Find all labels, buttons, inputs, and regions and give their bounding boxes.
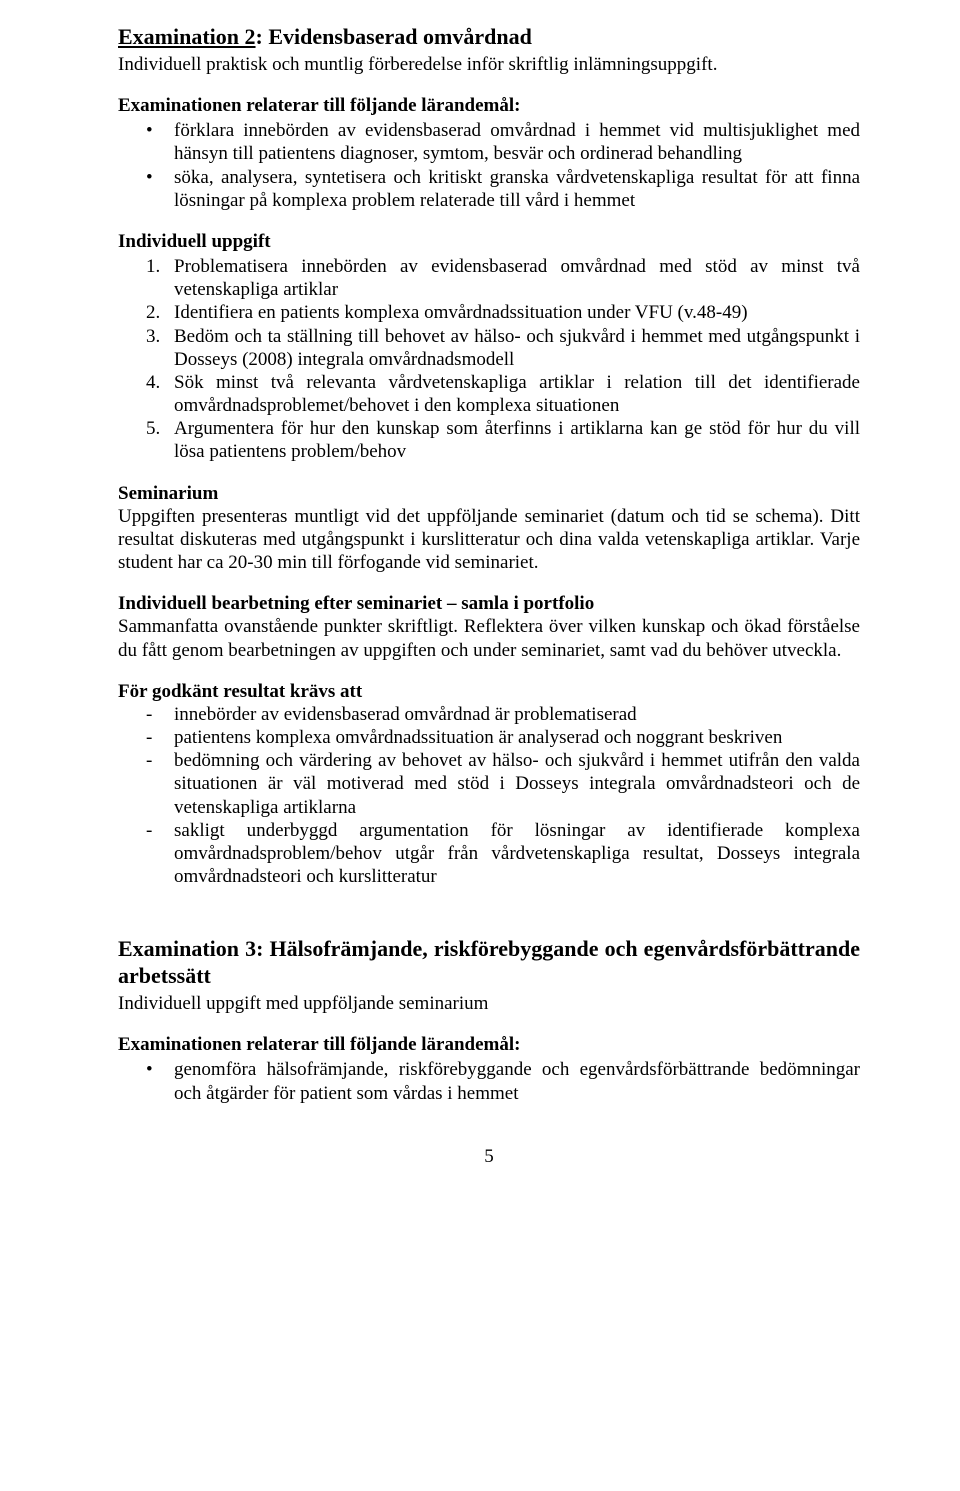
- exam2-larandemal-list: förklara innebörden av evidensbaserad om…: [118, 119, 860, 212]
- exam2-portfolio-label: Individuell bearbetning efter seminariet…: [118, 592, 860, 615]
- exam2-title-prefix: Examination 2: [118, 24, 256, 49]
- list-item: Sök minst två relevanta vårdvetenskaplig…: [146, 371, 860, 417]
- list-item: Argumentera för hur den kunskap som åter…: [146, 417, 860, 463]
- section-gap: [118, 906, 860, 936]
- exam2-uppgift-label: Individuell uppgift: [118, 230, 860, 253]
- exam2-seminarium-label: Seminarium: [118, 482, 860, 505]
- list-item: bedömning och värdering av behovet av hä…: [146, 749, 860, 819]
- exam2-godkant-list: innebörder av evidensbaserad omvårdnad ä…: [118, 703, 860, 888]
- list-item: sakligt underbyggd argumentation för lös…: [146, 819, 860, 889]
- exam3-subtitle: Individuell uppgift med uppföljande semi…: [118, 992, 860, 1015]
- list-item: genomföra hälsofrämjande, riskförebyggan…: [146, 1058, 860, 1104]
- exam3-title: Examination 3: Hälsofrämjande, riskföreb…: [118, 936, 860, 990]
- exam2-portfolio-text: Sammanfatta ovanstående punkter skriftli…: [118, 615, 860, 661]
- list-item: Bedöm och ta ställning till behovet av h…: [146, 325, 860, 371]
- exam2-godkant-label: För godkänt resultat krävs att: [118, 680, 860, 703]
- exam3-larandemal-list: genomföra hälsofrämjande, riskförebyggan…: [118, 1058, 860, 1104]
- list-item: Identifiera en patients komplexa omvårdn…: [146, 301, 860, 324]
- page-number: 5: [118, 1145, 860, 1168]
- exam3-larandemal-label: Examinationen relaterar till följande lä…: [118, 1033, 860, 1056]
- exam2-title-rest: : Evidensbaserad omvårdnad: [256, 24, 532, 49]
- list-item: patientens komplexa omvårdnadssituation …: [146, 726, 860, 749]
- list-item: söka, analysera, syntetisera och kritisk…: [146, 166, 860, 212]
- exam2-uppgift-list: Problematisera innebörden av evidensbase…: [118, 255, 860, 464]
- exam2-subtitle: Individuell praktisk och muntlig förbere…: [118, 53, 860, 76]
- list-item: förklara innebörden av evidensbaserad om…: [146, 119, 860, 165]
- exam2-larandemal-label: Examinationen relaterar till följande lä…: [118, 94, 860, 117]
- list-item: Problematisera innebörden av evidensbase…: [146, 255, 860, 301]
- exam2-seminarium-text: Uppgiften presenteras muntligt vid det u…: [118, 505, 860, 575]
- exam2-title: Examination 2: Evidensbaserad omvårdnad: [118, 24, 860, 51]
- list-item: innebörder av evidensbaserad omvårdnad ä…: [146, 703, 860, 726]
